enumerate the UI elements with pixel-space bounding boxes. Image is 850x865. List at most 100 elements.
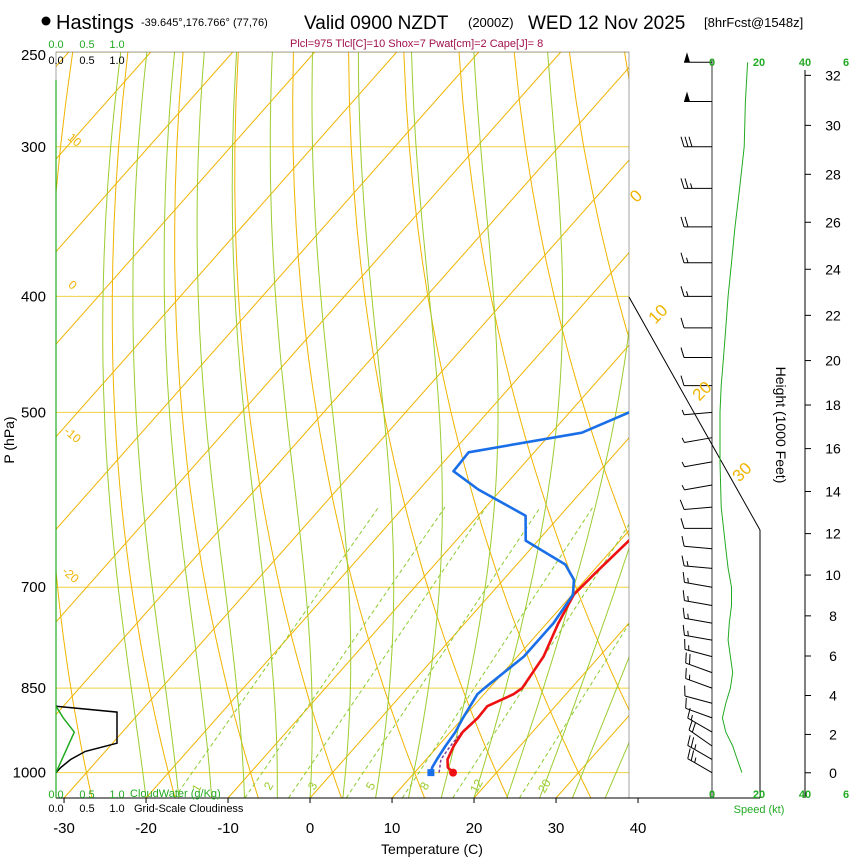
bottom-scale-label: 0.5	[79, 803, 94, 815]
pressure-tick-label: 250	[21, 47, 46, 64]
x-axis-title: Temperature (C)	[381, 841, 483, 857]
wind-barb-pennant	[684, 52, 690, 62]
height-tick-label: 4	[829, 688, 837, 704]
wind-barb-shaft	[684, 485, 712, 490]
wind-barb-flag	[682, 556, 684, 566]
wind-barb-shaft	[684, 566, 712, 568]
mixing-ratio-label: 5	[363, 779, 379, 792]
temp-tick-label: 40	[630, 820, 647, 837]
speed-tick-label: 6	[843, 57, 849, 69]
bottom-scale-green-label: 0.5	[79, 789, 94, 801]
wind-barb-shaft	[686, 663, 712, 673]
wind-barb-flag	[681, 253, 684, 263]
wind-barb-shaft	[684, 438, 712, 443]
wind-barb-flag	[685, 178, 688, 188]
moist-adiabat-line	[270, 52, 312, 798]
wind-barb-shaft	[684, 601, 712, 606]
height-tick-label: 32	[825, 67, 841, 83]
moist-adiabat-line	[358, 52, 393, 798]
wind-barb-shaft	[688, 745, 712, 759]
temp-tick-label: 20	[466, 820, 483, 837]
moist-adiabat-line	[408, 52, 442, 798]
wind-barb	[684, 92, 712, 102]
wind-barb-shaft	[684, 462, 712, 467]
wind-barb	[682, 485, 712, 490]
cloud-water-line	[56, 706, 74, 772]
cloudiness-label: Grid-Scale Cloudiness	[134, 803, 244, 815]
wind-barb-flag	[683, 590, 684, 600]
height-tick-label: 26	[825, 214, 841, 230]
wind-barb	[685, 639, 712, 657]
speed-tick-label: 40	[799, 57, 811, 69]
wind-barb-half	[682, 485, 684, 490]
wind-barb-shaft	[685, 696, 712, 703]
temp-tick-label: -20	[135, 820, 157, 837]
location-dot-icon	[42, 17, 51, 26]
wind-barb-flag	[683, 572, 684, 582]
dry-adiabat-line	[514, 52, 757, 798]
wind-barb-flag	[685, 217, 688, 227]
wind-barb	[682, 556, 712, 569]
speed-tick-bottom-label: 6	[843, 789, 849, 801]
wind-barb-shaft	[684, 635, 712, 640]
speed-tick-label: 20	[753, 57, 765, 69]
wind-barb	[681, 348, 712, 358]
axes-layer	[56, 52, 760, 803]
bottom-scale-green-label: 1.0	[109, 789, 124, 801]
wind-barb	[683, 625, 712, 640]
grid-layer	[0, 52, 850, 798]
height-tick-label: 28	[825, 166, 841, 182]
wind-barb-flag	[686, 668, 687, 678]
wind-barb-half	[682, 438, 684, 443]
cloud-water-label: CloudWater (g/Kg)	[130, 788, 221, 800]
wind-barb-shaft	[688, 718, 712, 732]
valid-time: Valid 0900 NZDT	[304, 13, 449, 34]
mixing-ratio-line	[346, 507, 540, 798]
surface-temp-point	[449, 769, 457, 777]
dry-adiabat-label: 10	[645, 301, 672, 328]
wind-barb-flag	[685, 137, 688, 147]
temp-tick-label: 30	[548, 820, 565, 837]
isotherm-line	[0, 52, 315, 798]
height-tick-label: 2	[829, 726, 837, 742]
wind-barb-shaft	[684, 412, 712, 414]
top-scale-label: 0.5	[79, 55, 94, 67]
wind-barb-half	[687, 561, 688, 566]
moist-adiabat-line	[540, 52, 729, 798]
dry-adiabat-line	[845, 52, 850, 798]
moist-adiabat-line	[103, 52, 146, 798]
height-tick-label: 24	[825, 261, 841, 277]
height-axis-title: Height (1000 Feet)	[773, 367, 789, 484]
location-coords: -39.645°,176.766° (77,76)	[141, 17, 268, 29]
side-panels	[56, 52, 811, 798]
dry-adiabat-line	[790, 52, 850, 798]
wind-barb-pennant	[684, 92, 690, 102]
utc-time: (2000Z)	[468, 15, 514, 30]
dry-adiabat-line	[404, 52, 591, 798]
bottom-scale-label: 1.0	[109, 803, 124, 815]
wind-barb-flag	[688, 748, 690, 758]
wind-barb	[682, 438, 712, 443]
wind-barb-flag	[691, 737, 693, 747]
moist-adiabat-line	[197, 52, 244, 798]
wind-barb	[688, 708, 712, 732]
top-scale-label: 0.0	[48, 55, 63, 67]
moist-adiabat-line	[638, 52, 850, 798]
mixing-ratio-label: 20	[535, 776, 554, 795]
wind-barb-flag	[681, 348, 684, 358]
wind-barb	[686, 698, 712, 718]
wind-barb	[685, 686, 712, 704]
wind-barb-flag	[689, 720, 692, 730]
wind-barb-shaft	[686, 679, 712, 689]
isotherm-label: -20	[59, 564, 82, 586]
wind-barb-half	[682, 410, 684, 415]
dry-adiabat-line	[735, 52, 850, 798]
wind-barb-flag	[689, 137, 692, 147]
wind-barb	[681, 137, 712, 147]
dry-adiabat-line	[235, 52, 342, 798]
wind-barb-flag	[681, 217, 684, 227]
wind-barb	[681, 318, 712, 328]
parcel-params: Plcl=975 Tlcl[C]=10 Shox=7 Pwat[cm]=2 Ca…	[290, 38, 543, 50]
y-axis-title: P (hPa)	[1, 416, 17, 463]
